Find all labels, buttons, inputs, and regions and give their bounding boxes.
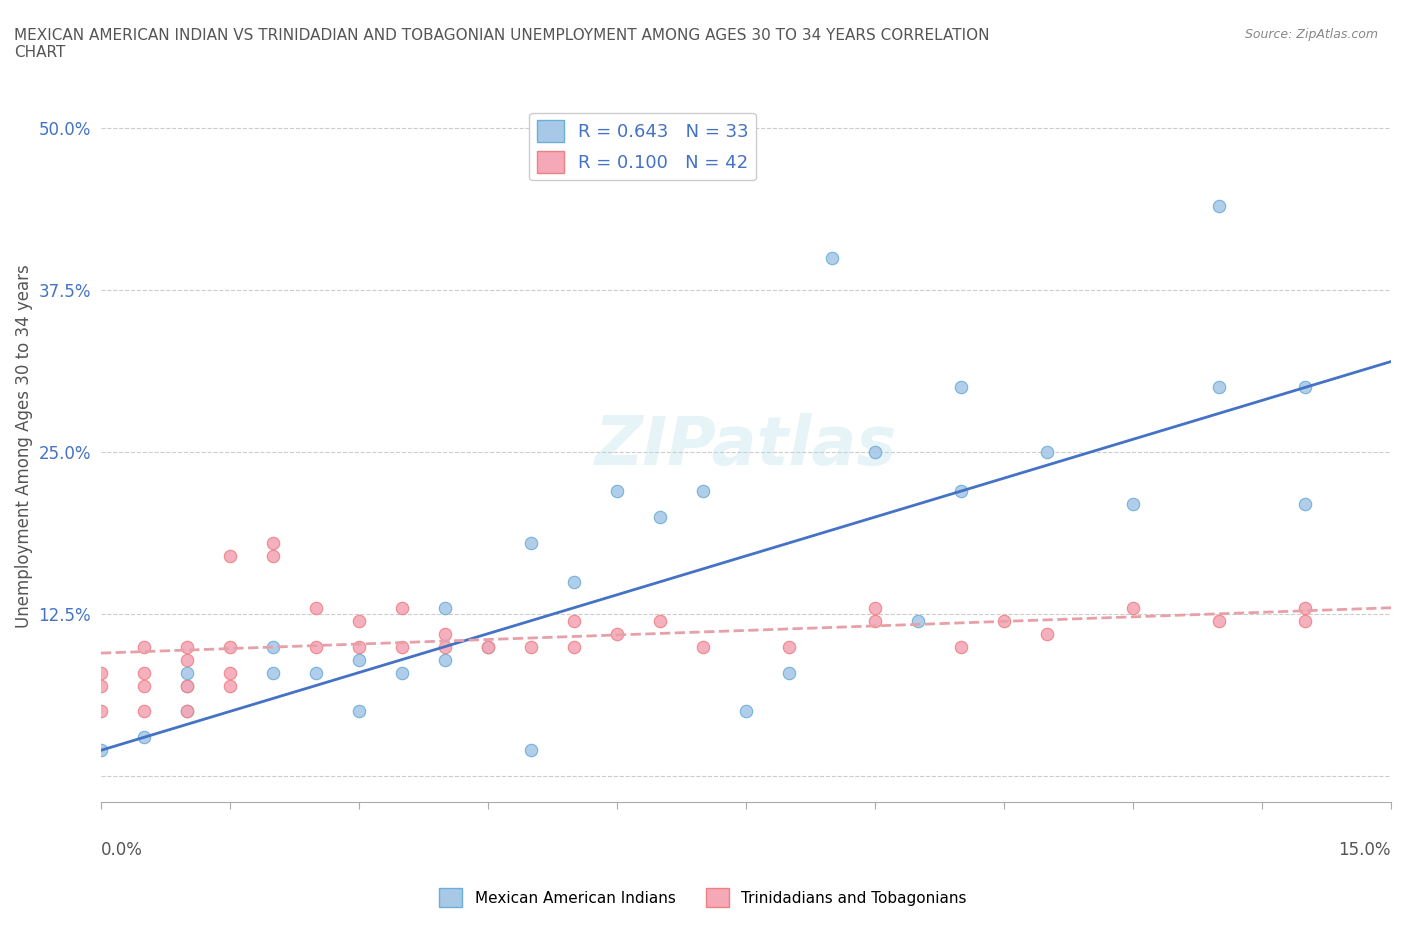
Point <box>176 652 198 667</box>
Point <box>735 704 758 719</box>
Point <box>262 665 284 680</box>
Point <box>305 639 328 654</box>
Point <box>692 484 714 498</box>
Point <box>433 639 456 654</box>
Point <box>262 639 284 654</box>
Point <box>520 743 543 758</box>
Point <box>176 678 198 693</box>
Point <box>262 549 284 564</box>
Point <box>1208 199 1230 214</box>
Point <box>132 730 155 745</box>
Point <box>1036 626 1059 641</box>
Point <box>132 665 155 680</box>
Text: MEXICAN AMERICAN INDIAN VS TRINIDADIAN AND TOBAGONIAN UNEMPLOYMENT AMONG AGES 30: MEXICAN AMERICAN INDIAN VS TRINIDADIAN A… <box>14 28 990 60</box>
Point <box>347 704 370 719</box>
Point <box>562 575 585 590</box>
Point <box>692 639 714 654</box>
Point <box>949 484 972 498</box>
Point <box>1294 613 1316 628</box>
Point <box>778 665 800 680</box>
Point <box>90 704 112 719</box>
Point <box>863 445 886 459</box>
Point <box>347 652 370 667</box>
Point <box>219 549 242 564</box>
Point <box>90 743 112 758</box>
Point <box>219 678 242 693</box>
Point <box>176 678 198 693</box>
Point <box>219 665 242 680</box>
Point <box>949 639 972 654</box>
Point <box>90 678 112 693</box>
Point <box>778 639 800 654</box>
Point <box>132 704 155 719</box>
Y-axis label: Unemployment Among Ages 30 to 34 years: Unemployment Among Ages 30 to 34 years <box>15 264 32 628</box>
Point <box>821 250 844 265</box>
Point <box>863 601 886 616</box>
Legend: Mexican American Indians, Trinidadians and Tobagonians: Mexican American Indians, Trinidadians a… <box>433 883 973 913</box>
Point <box>132 678 155 693</box>
Point <box>176 704 198 719</box>
Point <box>1036 445 1059 459</box>
Point <box>433 626 456 641</box>
Point <box>391 601 413 616</box>
Point <box>648 613 671 628</box>
Text: ZIPatlas: ZIPatlas <box>595 413 897 479</box>
Point <box>1208 613 1230 628</box>
Point <box>305 665 328 680</box>
Point <box>1208 380 1230 395</box>
Text: 15.0%: 15.0% <box>1339 841 1391 859</box>
Point <box>1122 497 1144 512</box>
Point <box>1294 601 1316 616</box>
Point <box>1122 601 1144 616</box>
Point <box>433 601 456 616</box>
Point <box>433 652 456 667</box>
Text: Source: ZipAtlas.com: Source: ZipAtlas.com <box>1244 28 1378 41</box>
Point <box>606 484 628 498</box>
Point <box>562 639 585 654</box>
Point <box>520 639 543 654</box>
Point <box>391 639 413 654</box>
Point <box>520 536 543 551</box>
Point <box>562 613 585 628</box>
Text: 0.0%: 0.0% <box>101 841 143 859</box>
Point <box>305 601 328 616</box>
Point <box>907 613 929 628</box>
Point <box>391 665 413 680</box>
Point <box>347 639 370 654</box>
Point <box>863 613 886 628</box>
Point <box>176 704 198 719</box>
Point <box>606 626 628 641</box>
Point <box>993 613 1015 628</box>
Point <box>1294 497 1316 512</box>
Point <box>262 536 284 551</box>
Point <box>347 613 370 628</box>
Point <box>219 639 242 654</box>
Legend: R = 0.643   N = 33, R = 0.100   N = 42: R = 0.643 N = 33, R = 0.100 N = 42 <box>530 113 756 180</box>
Point <box>949 380 972 395</box>
Point <box>477 639 499 654</box>
Point <box>477 639 499 654</box>
Point <box>648 510 671 525</box>
Point <box>176 665 198 680</box>
Point <box>1294 380 1316 395</box>
Point <box>176 639 198 654</box>
Point <box>132 639 155 654</box>
Point <box>90 665 112 680</box>
